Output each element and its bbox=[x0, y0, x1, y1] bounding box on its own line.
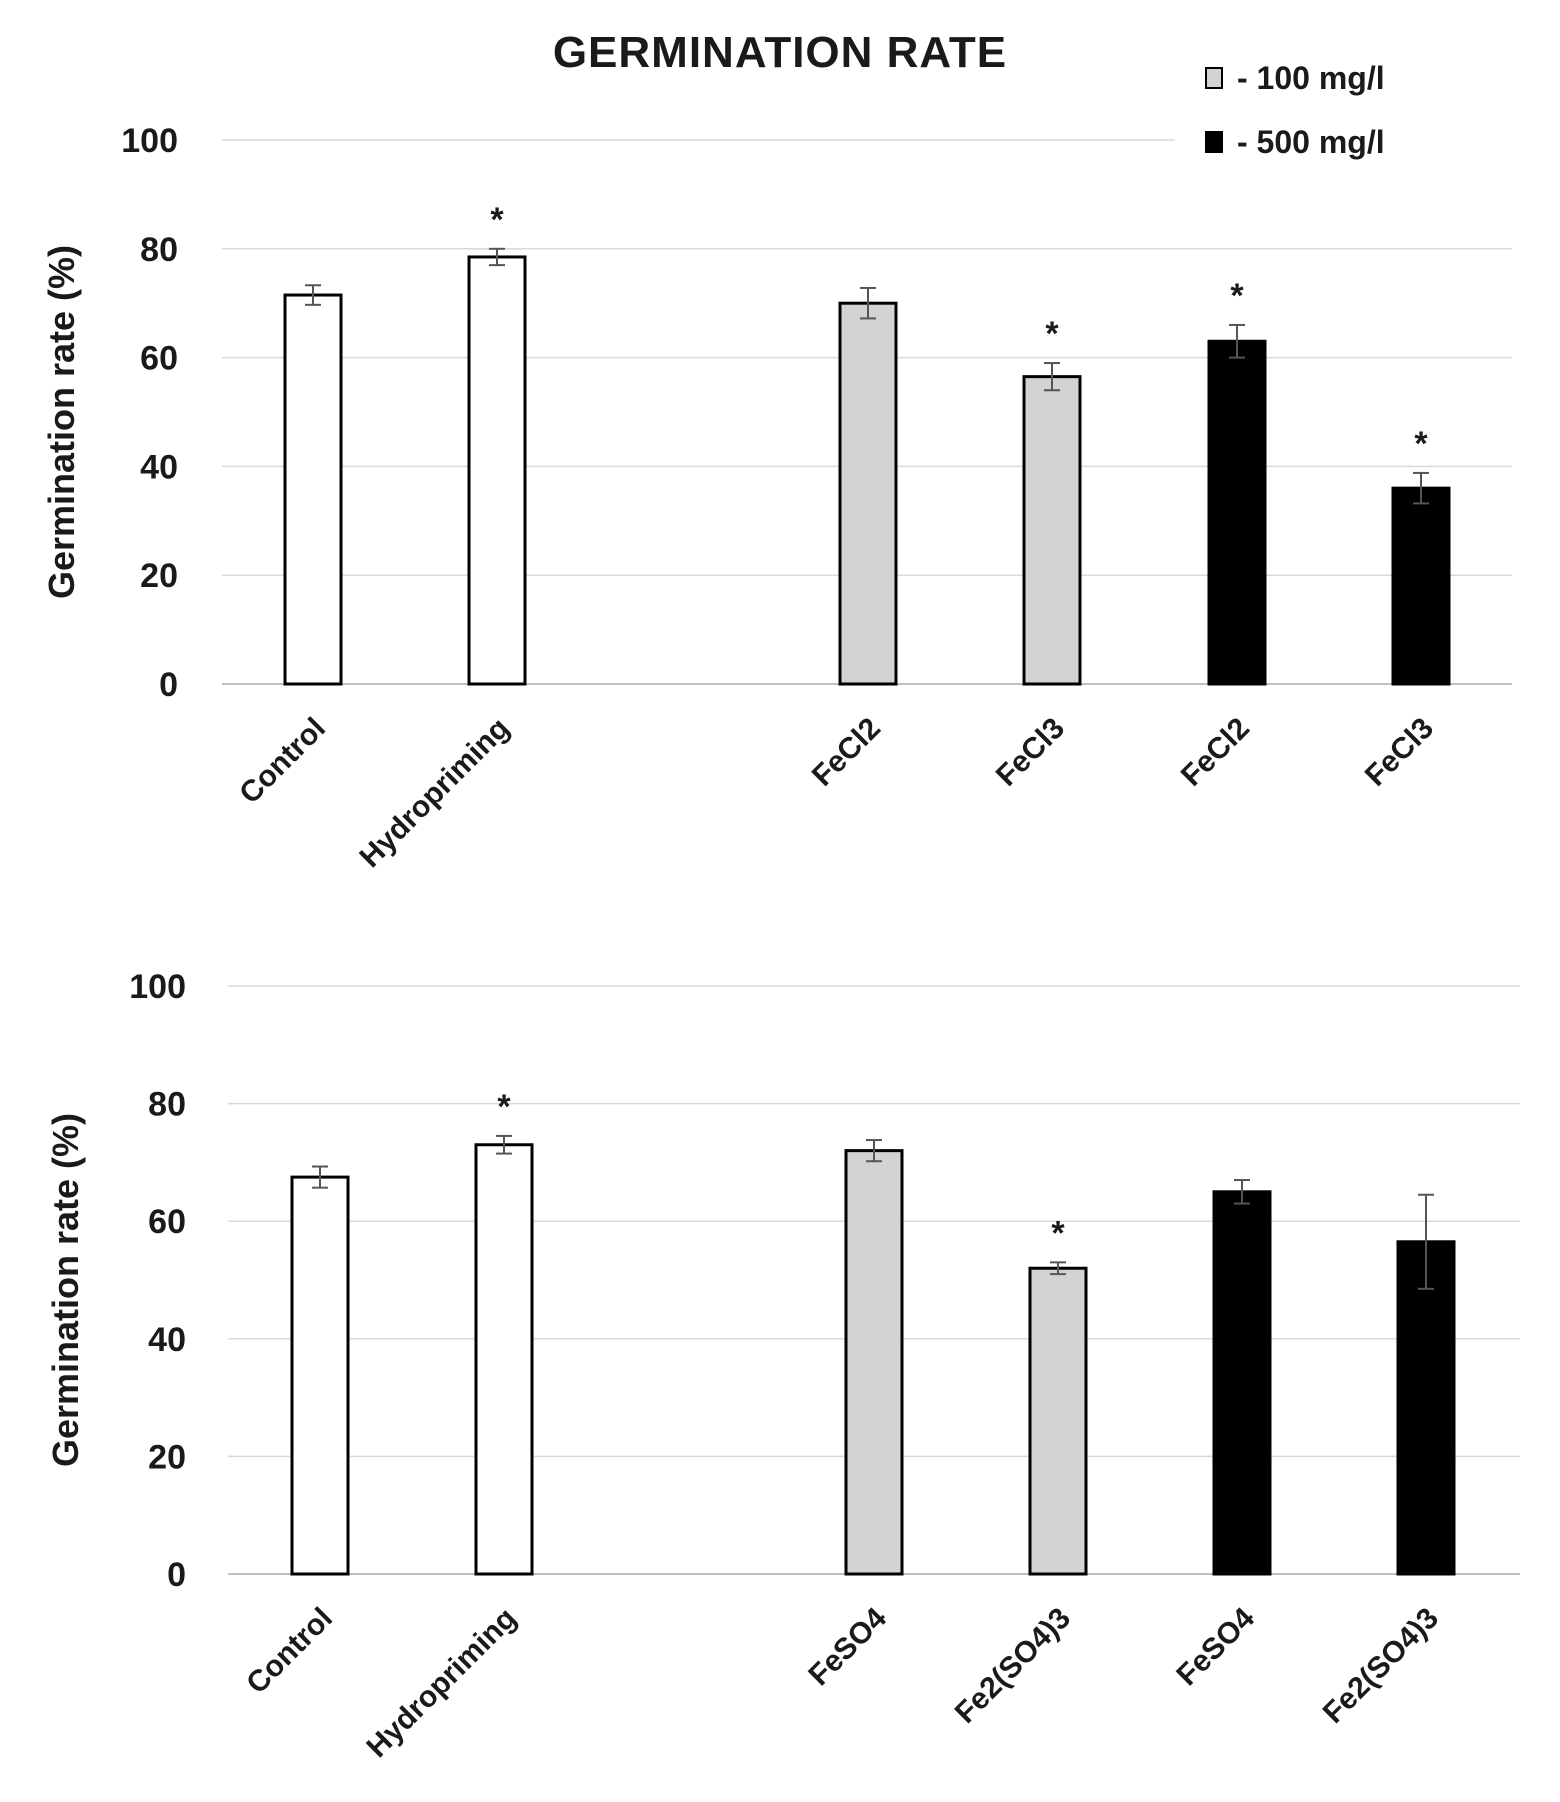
bar bbox=[467, 255, 527, 686]
significance-marker: * bbox=[1414, 425, 1428, 463]
bar bbox=[1022, 375, 1082, 686]
legend-item-500: - 500 mg/l bbox=[1205, 122, 1385, 162]
x-tick-label: Hydropriming bbox=[354, 712, 516, 874]
y-axis-label: Germination rate (%) bbox=[45, 1113, 86, 1467]
x-tick-label: FeSO4 bbox=[802, 1601, 893, 1692]
bar bbox=[1212, 1190, 1272, 1576]
y-tick-label: 0 bbox=[167, 1556, 186, 1594]
y-axis-label: Germination rate (%) bbox=[41, 245, 82, 599]
y-tick-label: 60 bbox=[140, 340, 178, 378]
significance-marker: * bbox=[490, 201, 504, 239]
x-tick-label: Hydropriming bbox=[361, 1602, 523, 1764]
y-tick-label: 80 bbox=[148, 1086, 186, 1124]
y-tick-label: 20 bbox=[140, 557, 178, 595]
bar bbox=[1028, 1266, 1088, 1576]
bar bbox=[283, 293, 343, 686]
bar bbox=[1396, 1240, 1456, 1576]
x-tick-label: Control bbox=[240, 1602, 339, 1701]
y-tick-label: 0 bbox=[159, 666, 178, 704]
x-tick-label: FeSO4 bbox=[1170, 1601, 1261, 1692]
bar bbox=[844, 1149, 904, 1576]
y-tick-label: 100 bbox=[129, 968, 186, 1006]
bar bbox=[1207, 339, 1267, 686]
chart-title: GERMINATION RATE bbox=[552, 28, 1008, 77]
x-tick-label: Fe2(SO4)3 bbox=[949, 1602, 1077, 1730]
y-tick-label: 60 bbox=[148, 1203, 186, 1241]
y-tick-label: 40 bbox=[140, 448, 178, 486]
chart-panel-2: 0 20 40 60 80 100 Germination rate (%) Control *… bbox=[45, 968, 1520, 1764]
x-tick-label: Control bbox=[233, 712, 332, 811]
legend-label-500: - 500 mg/l bbox=[1237, 123, 1385, 160]
legend-item-100: - 100 mg/l bbox=[1205, 58, 1385, 98]
legend-label-100: - 100 mg/l bbox=[1237, 59, 1385, 96]
significance-marker: * bbox=[497, 1088, 511, 1126]
y-tick-label: 40 bbox=[148, 1321, 186, 1359]
y-tick-label: 20 bbox=[148, 1438, 186, 1476]
y-tick-label: 80 bbox=[140, 231, 178, 269]
significance-marker: * bbox=[1230, 277, 1244, 315]
significance-marker: * bbox=[1051, 1214, 1065, 1252]
x-tick-label: FeCl3 bbox=[1359, 712, 1440, 793]
x-tick-label: Fe2(SO4)3 bbox=[1317, 1602, 1445, 1730]
bar bbox=[474, 1143, 534, 1576]
bar bbox=[290, 1175, 350, 1576]
legend-swatch-100 bbox=[1205, 67, 1223, 89]
bar bbox=[1391, 486, 1451, 686]
legend-swatch-500 bbox=[1205, 131, 1223, 153]
bar bbox=[838, 301, 898, 686]
x-tick-label: FeCl2 bbox=[806, 712, 887, 793]
legend: - 100 mg/l - 500 mg/l bbox=[1205, 58, 1385, 186]
chart-panel-1: 0 20 40 60 80 100 Germination rate (%) Control *… bbox=[41, 122, 1512, 874]
y-tick-label: 100 bbox=[121, 122, 178, 160]
significance-marker: * bbox=[1045, 315, 1059, 353]
x-tick-label: FeCl3 bbox=[990, 712, 1071, 793]
x-tick-label: FeCl2 bbox=[1175, 712, 1256, 793]
